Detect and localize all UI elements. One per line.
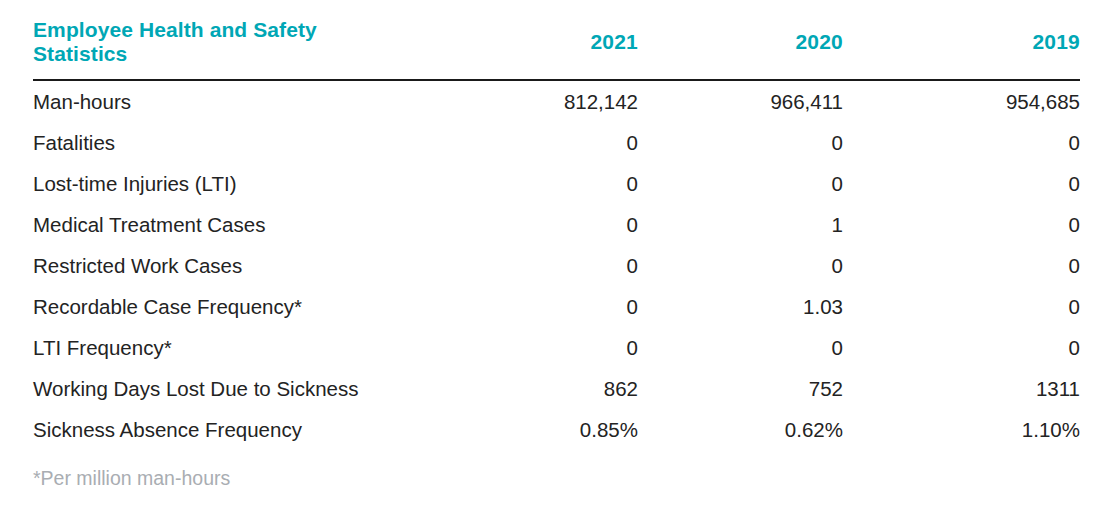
row-value-2020: 1.03 [638, 295, 843, 319]
row-value-2020: 1 [638, 213, 843, 237]
row-value-2019: 0 [843, 172, 1080, 196]
table-row: Man-hours 812,142 966,411 954,685 [33, 81, 1080, 122]
row-label: Medical Treatment Cases [33, 213, 418, 237]
table-row: Working Days Lost Due to Sickness 862 75… [33, 368, 1080, 409]
row-value-2019: 0 [843, 336, 1080, 360]
column-header-2020: 2020 [638, 30, 843, 54]
row-value-2021: 0 [418, 254, 638, 278]
table-row: Sickness Absence Frequency 0.85% 0.62% 1… [33, 409, 1080, 450]
row-label: Restricted Work Cases [33, 254, 418, 278]
row-label: Working Days Lost Due to Sickness [33, 377, 418, 401]
row-value-2020: 0 [638, 172, 843, 196]
table-header-row: Employee Health and Safety Statistics 20… [33, 14, 1080, 81]
row-value-2019: 0 [843, 213, 1080, 237]
row-label: Recordable Case Frequency* [33, 295, 418, 319]
row-value-2019: 1311 [843, 377, 1080, 401]
row-value-2019: 0 [843, 254, 1080, 278]
row-value-2019: 0 [843, 295, 1080, 319]
row-label: LTI Frequency* [33, 336, 418, 360]
document-page: Employee Health and Safety Statistics 20… [0, 0, 1111, 519]
column-header-2021: 2021 [418, 30, 638, 54]
table-row: Restricted Work Cases 0 0 0 [33, 245, 1080, 286]
column-header-2019: 2019 [843, 30, 1080, 54]
table-row: Medical Treatment Cases 0 1 0 [33, 204, 1080, 245]
table-body: Man-hours 812,142 966,411 954,685 Fatali… [33, 81, 1080, 450]
row-value-2020: 0.62% [638, 418, 843, 442]
row-value-2021: 812,142 [418, 90, 638, 114]
row-value-2021: 0 [418, 213, 638, 237]
row-value-2021: 0 [418, 172, 638, 196]
row-value-2020: 0 [638, 131, 843, 155]
row-value-2021: 0 [418, 295, 638, 319]
row-value-2021: 862 [418, 377, 638, 401]
table-row: Fatalities 0 0 0 [33, 122, 1080, 163]
row-value-2019: 1.10% [843, 418, 1080, 442]
row-value-2020: 966,411 [638, 90, 843, 114]
table-title: Employee Health and Safety Statistics [33, 18, 333, 66]
row-value-2019: 954,685 [843, 90, 1080, 114]
row-value-2020: 752 [638, 377, 843, 401]
row-label: Fatalities [33, 131, 418, 155]
row-label: Lost-time Injuries (LTI) [33, 172, 418, 196]
row-value-2021: 0 [418, 131, 638, 155]
table-row: LTI Frequency* 0 0 0 [33, 327, 1080, 368]
table-row: Lost-time Injuries (LTI) 0 0 0 [33, 163, 1080, 204]
row-label: Man-hours [33, 90, 418, 114]
row-value-2021: 0 [418, 336, 638, 360]
table-footnote: *Per million man-hours [33, 467, 1080, 490]
row-label: Sickness Absence Frequency [33, 418, 418, 442]
table-row: Recordable Case Frequency* 0 1.03 0 [33, 286, 1080, 327]
row-value-2021: 0.85% [418, 418, 638, 442]
row-value-2020: 0 [638, 254, 843, 278]
row-value-2019: 0 [843, 131, 1080, 155]
row-value-2020: 0 [638, 336, 843, 360]
